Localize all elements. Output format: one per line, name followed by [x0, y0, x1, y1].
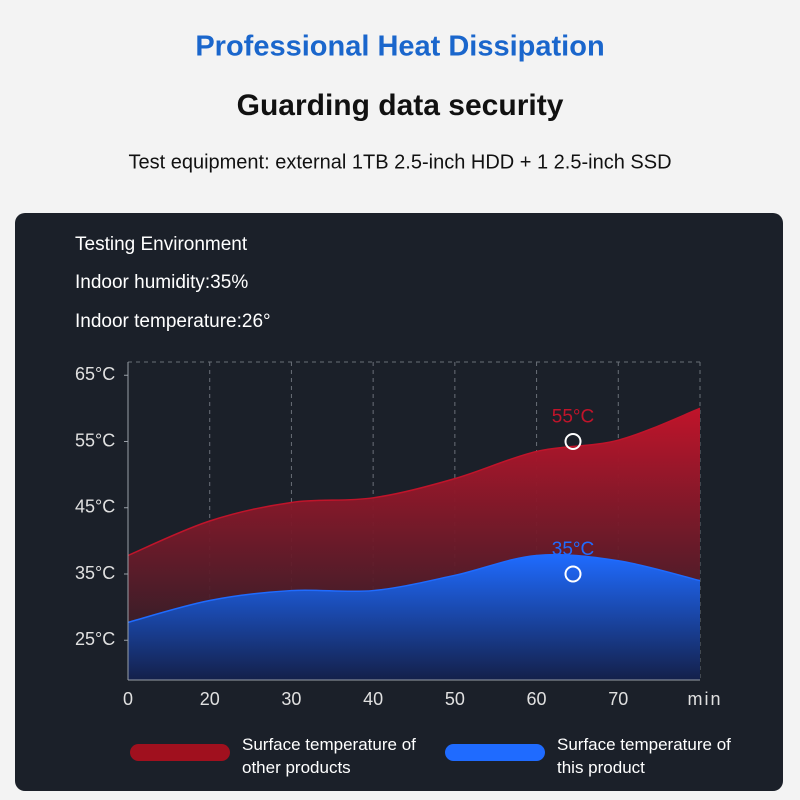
x-tick-label: 30 — [281, 689, 301, 709]
subtitle: Guarding data security — [237, 89, 564, 122]
env-text: Indoor humidity:35% — [75, 272, 248, 293]
env-text: Indoor temperature:26° — [75, 311, 271, 332]
y-tick-label: 35°C — [75, 563, 115, 583]
area-edge — [127, 407, 701, 557]
y-tick-label: 65°C — [75, 364, 115, 384]
x-tick-label: 0 — [123, 689, 133, 709]
y-tick-label: 45°C — [75, 497, 115, 517]
y-tick-label: 25°C — [75, 629, 115, 649]
annotation-point — [564, 565, 582, 583]
area-edge — [127, 553, 701, 624]
legend-swatch — [130, 744, 230, 761]
annotation-label: 35°C — [552, 539, 594, 560]
y-tick-label: 55°C — [75, 430, 115, 450]
x-tick-label: 20 — [200, 689, 220, 709]
legend-swatch — [445, 744, 545, 761]
x-tick-label: 60 — [527, 689, 547, 709]
x-tick-label: 40 — [363, 689, 383, 709]
x-tick-label: 70 — [608, 689, 628, 709]
title: Professional Heat Dissipation — [195, 31, 604, 63]
x-axis-label: min — [687, 689, 722, 709]
note: Test equipment: external 1TB 2.5-inch HD… — [128, 151, 671, 173]
env-text: Testing Environment — [75, 234, 248, 255]
legend-label: Surface temperature of this product — [557, 735, 731, 777]
area — [128, 554, 700, 680]
annotation-point — [564, 433, 582, 450]
x-tick-label: 50 — [445, 689, 465, 709]
legend-label: Surface temperature of other products — [242, 735, 416, 777]
plot: 25°C 35°C 45°C 55°C 65°C 0 20 30 40 50 60 70 min 55°C… — [75, 361, 722, 709]
annotation-label: 55°C — [552, 407, 594, 428]
